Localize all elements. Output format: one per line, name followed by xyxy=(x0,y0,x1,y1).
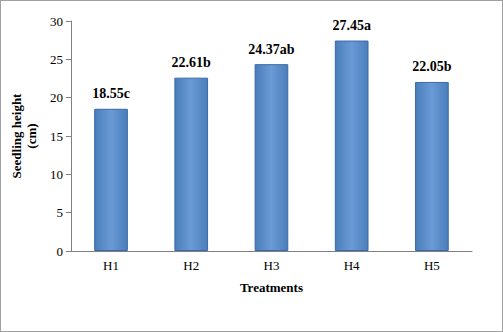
svg-text:22.05b: 22.05b xyxy=(412,59,452,74)
svg-text:Treatments: Treatments xyxy=(240,280,303,295)
svg-text:18.55c: 18.55c xyxy=(92,86,130,101)
svg-text:5: 5 xyxy=(56,205,63,220)
svg-text:22.61b: 22.61b xyxy=(172,55,212,70)
svg-text:Seedling height: Seedling height xyxy=(9,93,24,179)
svg-text:20: 20 xyxy=(50,90,63,105)
svg-text:10: 10 xyxy=(50,167,63,182)
svg-text:30: 30 xyxy=(50,14,63,29)
svg-text:27.45a: 27.45a xyxy=(332,18,371,33)
svg-text:0: 0 xyxy=(56,244,63,259)
svg-text:H4: H4 xyxy=(344,258,360,273)
svg-text:H3: H3 xyxy=(264,258,280,273)
svg-text:24.37ab: 24.37ab xyxy=(248,42,295,57)
svg-text:H2: H2 xyxy=(183,258,199,273)
svg-text:25: 25 xyxy=(50,52,63,67)
svg-text:H5: H5 xyxy=(424,258,440,273)
svg-text:H1: H1 xyxy=(103,258,119,273)
svg-text:15: 15 xyxy=(50,129,63,144)
svg-text:(cm): (cm) xyxy=(24,123,39,148)
